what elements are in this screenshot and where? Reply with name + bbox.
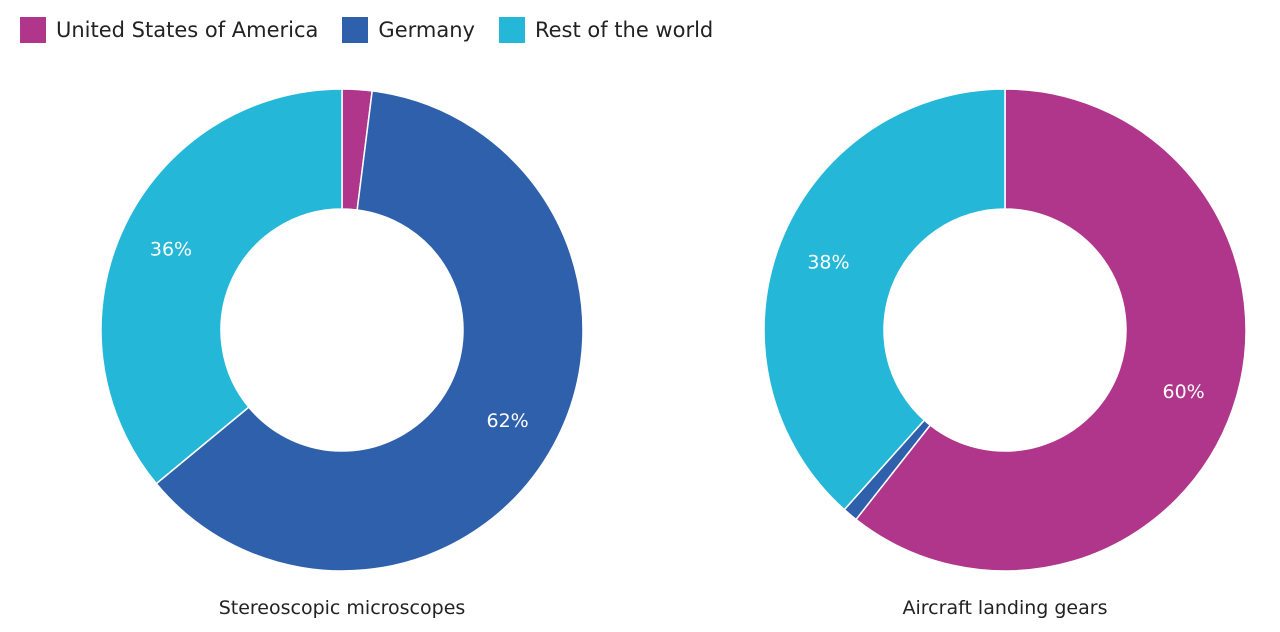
- legend-label-usa: United States of America: [56, 18, 319, 42]
- slice-germany: [155, 90, 584, 572]
- legend-item-germany: Germany: [342, 17, 475, 43]
- slice-united-states-of-america: [854, 88, 1247, 572]
- slice-label-united-states-of-america: 60%: [1162, 381, 1204, 403]
- slice-label-rest-of-the-world: 38%: [807, 252, 849, 274]
- legend-item-usa: United States of America: [20, 17, 318, 43]
- slice-label-germany: 62%: [487, 410, 529, 432]
- slice-rest-of-the-world: [100, 88, 343, 485]
- legend-swatch-germany: [342, 17, 369, 43]
- chart-legend: United States of America Germany Rest of…: [20, 14, 737, 46]
- legend-label-germany: Germany: [378, 18, 475, 42]
- slice-label-rest-of-the-world: 36%: [150, 239, 192, 261]
- legend-swatch-rest-of-world: [498, 17, 525, 43]
- legend-swatch-usa: [20, 17, 46, 43]
- chart-title-stereoscopic-microscopes: Stereoscopic microscopes: [219, 597, 466, 619]
- legend-label-rest-of-world: Rest of the world: [534, 18, 714, 42]
- slice-rest-of-the-world: [763, 88, 1006, 511]
- chart-title-aircraft-landing-gears: Aircraft landing gears: [903, 597, 1108, 619]
- legend-item-rest-of-world: Rest of the world: [498, 17, 714, 43]
- donut-chart-stereoscopic-microscopes: 62% 36%: [100, 88, 584, 572]
- donut-chart-aircraft-landing-gears: 60% 38%: [763, 88, 1247, 572]
